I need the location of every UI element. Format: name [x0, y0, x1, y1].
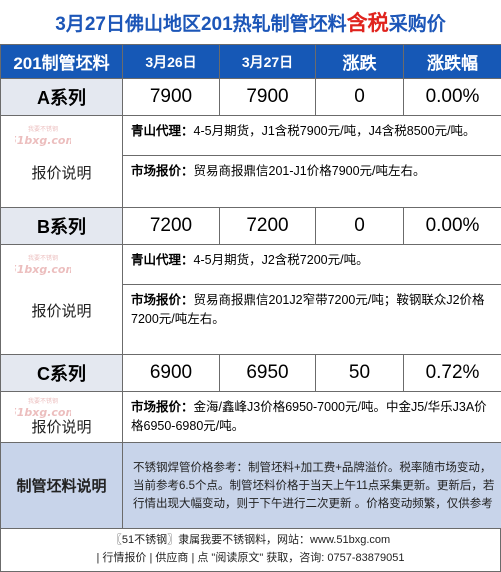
watermark-top-text: 我要不锈钢 [28, 125, 58, 133]
quote-note: 青山代理：4-5月期货，J1含税7900元/吨，J4含税8500元/吨。 市场报… [122, 115, 501, 208]
series-name: B系列 [0, 207, 123, 245]
header-product: 201制管坯料 [0, 44, 123, 79]
quote-label: 报价说明 [31, 165, 92, 182]
watermark-logo-icon: 我要不锈钢 51bxg.com [15, 254, 71, 276]
market-text: 金海/鑫峰J3价格6950-7000元/吨。中金J5/华乐J3A价格6950-6… [131, 400, 487, 433]
price-change-pct: 0.72% [403, 354, 501, 392]
quote-label-cell: 我要不锈钢 51bxg.com 报价说明 [0, 115, 123, 208]
footer-line-2: | 行情报价 | 供应商 | 点 "阅读原文" 获取，咨询: 0757-8387… [96, 552, 405, 564]
watermark-main-text: 51bxg.com [15, 134, 71, 147]
title-highlight: 含税 [346, 12, 389, 35]
footer-line-1: 〖51不锈钢〗隶属我要不锈钢料，网站：www.51bxg.com [110, 534, 391, 546]
market-label: 市场报价： [131, 164, 194, 178]
series-name: A系列 [0, 78, 123, 116]
market-quote: 市场报价：贸易商报鼎信201J2窄带7200元/吨；鞍钢联众J2价格7200元/… [131, 291, 493, 329]
page-title: 3月27日佛山地区201热轧制管坯料 含税 采购价 [0, 0, 501, 44]
header-change: 涨跌 [315, 44, 404, 79]
market-label: 市场报价： [131, 293, 194, 307]
series-name: C系列 [0, 354, 123, 392]
agent-label: 青山代理： [131, 124, 194, 138]
header-change-pct: 涨跌幅 [403, 44, 501, 79]
market-quote: 市场报价：贸易商报鼎信201-J1价格7900元/吨左右。 [131, 162, 493, 181]
watermark-logo-icon: 我要不锈钢 51bxg.com [15, 125, 71, 147]
quote-note-row: 我要不锈钢 51bxg.com 报价说明 青山代理：4-5月期货，J2含税720… [0, 244, 501, 355]
price-curr: 7900 [219, 78, 316, 116]
agent-quote: 青山代理：4-5月期货，J2含税7200元/吨。 [131, 251, 493, 270]
market-quote: 市场报价：金海/鑫峰J3价格6950-7000元/吨。中金J5/华乐J3A价格6… [131, 398, 493, 436]
market-text: 贸易商报鼎信201J2窄带7200元/吨；鞍钢联众J2价格7200元/吨左右。 [131, 293, 485, 326]
price-change-pct: 0.00% [403, 207, 501, 245]
table-header-row: 201制管坯料 3月26日 3月27日 涨跌 涨跌幅 [0, 44, 501, 79]
watermark-main-text: 51bxg.com [15, 406, 71, 419]
agent-text: 4-5月期货，J1含税7900元/吨，J4含税8500元/吨。 [193, 124, 476, 138]
title-suffix: 采购价 [388, 13, 446, 35]
price-table: 201制管坯料 3月26日 3月27日 涨跌 涨跌幅 A系列 7900 7900… [0, 44, 501, 529]
footer: 〖51不锈钢〗隶属我要不锈钢料，网站：www.51bxg.com | 行情报价 … [0, 528, 501, 572]
watermark-top-text: 我要不锈钢 [28, 254, 58, 262]
summary-row: 制管坯料说明 不锈钢焊管价格参考：制管坯料+加工费+品牌溢价。税率随市场变动，当… [0, 442, 501, 529]
price-change: 0 [315, 78, 404, 116]
agent-quote: 青山代理：4-5月期货，J1含税7900元/吨，J4含税8500元/吨。 [131, 122, 493, 141]
price-change: 0 [315, 207, 404, 245]
market-text: 贸易商报鼎信201-J1价格7900元/吨左右。 [193, 164, 426, 178]
header-date-curr: 3月27日 [219, 44, 316, 79]
summary-label: 制管坯料说明 [0, 442, 123, 529]
price-curr: 6950 [219, 354, 316, 392]
quote-label-cell: 我要不锈钢 51bxg.com 报价说明 [0, 391, 123, 443]
price-prev: 7200 [122, 207, 220, 245]
market-label: 市场报价： [131, 400, 194, 414]
header-date-prev: 3月26日 [122, 44, 220, 79]
price-prev: 6900 [122, 354, 220, 392]
quote-note-row: 我要不锈钢 51bxg.com 报价说明 青山代理：4-5月期货，J1含税790… [0, 115, 501, 208]
price-change-pct: 0.00% [403, 78, 501, 116]
summary-text: 不锈钢焊管价格参考：制管坯料+加工费+品牌溢价。税率随市场变动，当前参考6.5个… [122, 442, 501, 529]
note-divider [123, 284, 501, 285]
table-row: A系列 7900 7900 0 0.00% [0, 78, 501, 116]
quote-label-cell: 我要不锈钢 51bxg.com 报价说明 [0, 244, 123, 355]
table-row: C系列 6900 6950 50 0.72% [0, 354, 501, 392]
quote-label: 报价说明 [31, 303, 92, 320]
quote-label: 报价说明 [31, 418, 92, 436]
title-prefix: 3月27日佛山地区201热轧制管坯料 [55, 13, 347, 35]
agent-label: 青山代理： [131, 253, 194, 267]
price-prev: 7900 [122, 78, 220, 116]
quote-note: 市场报价：金海/鑫峰J3价格6950-7000元/吨。中金J5/华乐J3A价格6… [122, 391, 501, 443]
price-curr: 7200 [219, 207, 316, 245]
note-divider [123, 155, 501, 156]
price-change: 50 [315, 354, 404, 392]
watermark-main-text: 51bxg.com [15, 263, 71, 276]
quote-note: 青山代理：4-5月期货，J2含税7200元/吨。 市场报价：贸易商报鼎信201J… [122, 244, 501, 355]
quote-note-row: 我要不锈钢 51bxg.com 报价说明 市场报价：金海/鑫峰J3价格6950-… [0, 391, 501, 443]
table-row: B系列 7200 7200 0 0.00% [0, 207, 501, 245]
watermark-logo-icon: 我要不锈钢 51bxg.com [15, 397, 71, 419]
watermark-top-text: 我要不锈钢 [28, 397, 58, 405]
agent-text: 4-5月期货，J2含税7200元/吨。 [193, 253, 369, 267]
